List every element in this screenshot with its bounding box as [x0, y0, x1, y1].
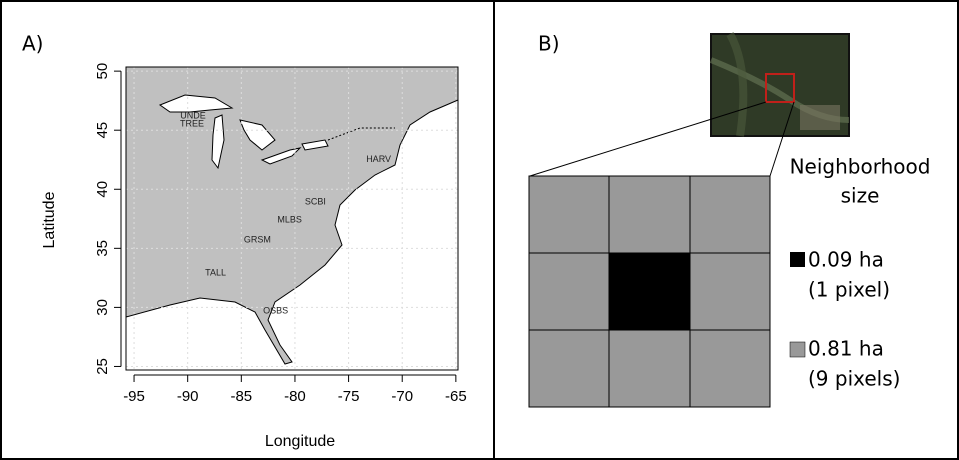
legend-area: 0.81 ha: [808, 337, 884, 361]
texture: [800, 105, 840, 130]
pixel: [609, 253, 690, 330]
x-tick-label: -90: [177, 388, 199, 405]
legend-title: size: [841, 184, 880, 208]
site-label: SCBI: [305, 197, 326, 207]
pixel: [690, 253, 770, 330]
legend-area: 0.09 ha: [808, 248, 884, 272]
legend-pixels: (9 pixels): [808, 367, 900, 391]
panel-label: B): [538, 32, 560, 56]
site-label: MLBS: [277, 214, 302, 224]
x-tick-label: -75: [338, 388, 360, 405]
site-label: TREE: [180, 119, 204, 129]
site-label: TALL: [205, 268, 226, 278]
pixel: [529, 176, 609, 253]
x-tick-label: -85: [230, 388, 252, 405]
site-label: GRSM: [244, 234, 271, 244]
pixel: [529, 330, 609, 407]
y-tick-label: 25: [94, 358, 111, 375]
figure: A) Longitude Latitude B) Neighborhood si…: [0, 0, 959, 460]
x-tick-label: -80: [284, 388, 306, 405]
pixel: [690, 330, 770, 407]
pixel: [690, 176, 770, 253]
x-tick-label: -95: [123, 388, 145, 405]
legend-swatch: [790, 342, 805, 357]
satellite-image: [711, 34, 849, 136]
y-tick-label: 50: [94, 63, 111, 80]
x-tick-label: -70: [391, 388, 413, 405]
pixel: [609, 330, 690, 407]
site-label: HARV: [366, 154, 391, 164]
pixel-grid: [529, 176, 770, 407]
y-tick-label: 30: [94, 299, 111, 316]
pixel: [529, 253, 609, 330]
legend-title: Neighborhood: [790, 155, 931, 179]
legend-pixels: (1 pixel): [808, 278, 890, 302]
y-axis-label: Latitude: [41, 191, 58, 248]
y-tick-label: 40: [94, 181, 111, 198]
site-label: OSBS: [263, 305, 288, 315]
x-tick-label: -65: [445, 388, 467, 405]
x-axis-label: Longitude: [265, 433, 335, 450]
panel-label: A): [22, 32, 43, 56]
y-tick-label: 35: [94, 240, 111, 257]
pixel: [609, 176, 690, 253]
zoom-line: [530, 102, 766, 176]
y-tick-label: 45: [94, 122, 111, 139]
legend-swatch: [790, 252, 805, 267]
